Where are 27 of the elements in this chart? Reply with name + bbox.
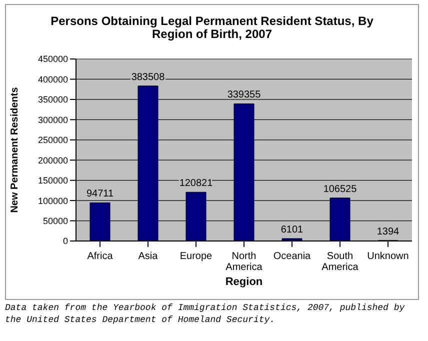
x-tick-label: Europe [180,251,213,262]
x-tick-label: Unknown [367,251,409,262]
data-label: 1394 [376,226,400,238]
y-tick-label: 250000 [38,135,68,146]
data-label: 120821 [179,178,214,190]
x-axis-title: Region [225,276,263,288]
x-tick-label: South America [322,251,359,273]
x-tick-label: North America [226,251,263,273]
y-tick-label: 0 [62,236,68,246]
y-tick-label: 450000 [38,54,68,64]
text: Data taken from the Yearbook of Immigration Statistics, 2007, published by the United States Department of Homeland Security. [5,302,406,326]
x-tick-label: Asia [138,251,158,262]
y-tick-label: 150000 [38,176,68,186]
y-tick-label: 400000 [38,74,68,84]
y-tick-label: 200000 [38,155,68,166]
y-tick-label: 100000 [38,196,68,206]
data-label: 94711 [86,188,114,200]
y-tick-label: 350000 [38,94,68,105]
data-label: 339355 [227,90,262,101]
y-tick-label: 300000 [38,114,68,125]
chart-title: Persons Obtaining Legal Permanent Resident Status, By Region of Birth, 2007 [50,14,374,41]
y-axis-title: New Permanent Residents [10,86,21,213]
data-label: 106525 [323,184,358,195]
y-tick-label: 50000 [42,216,68,226]
x-tick-label: Oceania [273,251,312,262]
x-tick-label: Africa [87,251,114,262]
data-label: 6101 [280,224,304,236]
